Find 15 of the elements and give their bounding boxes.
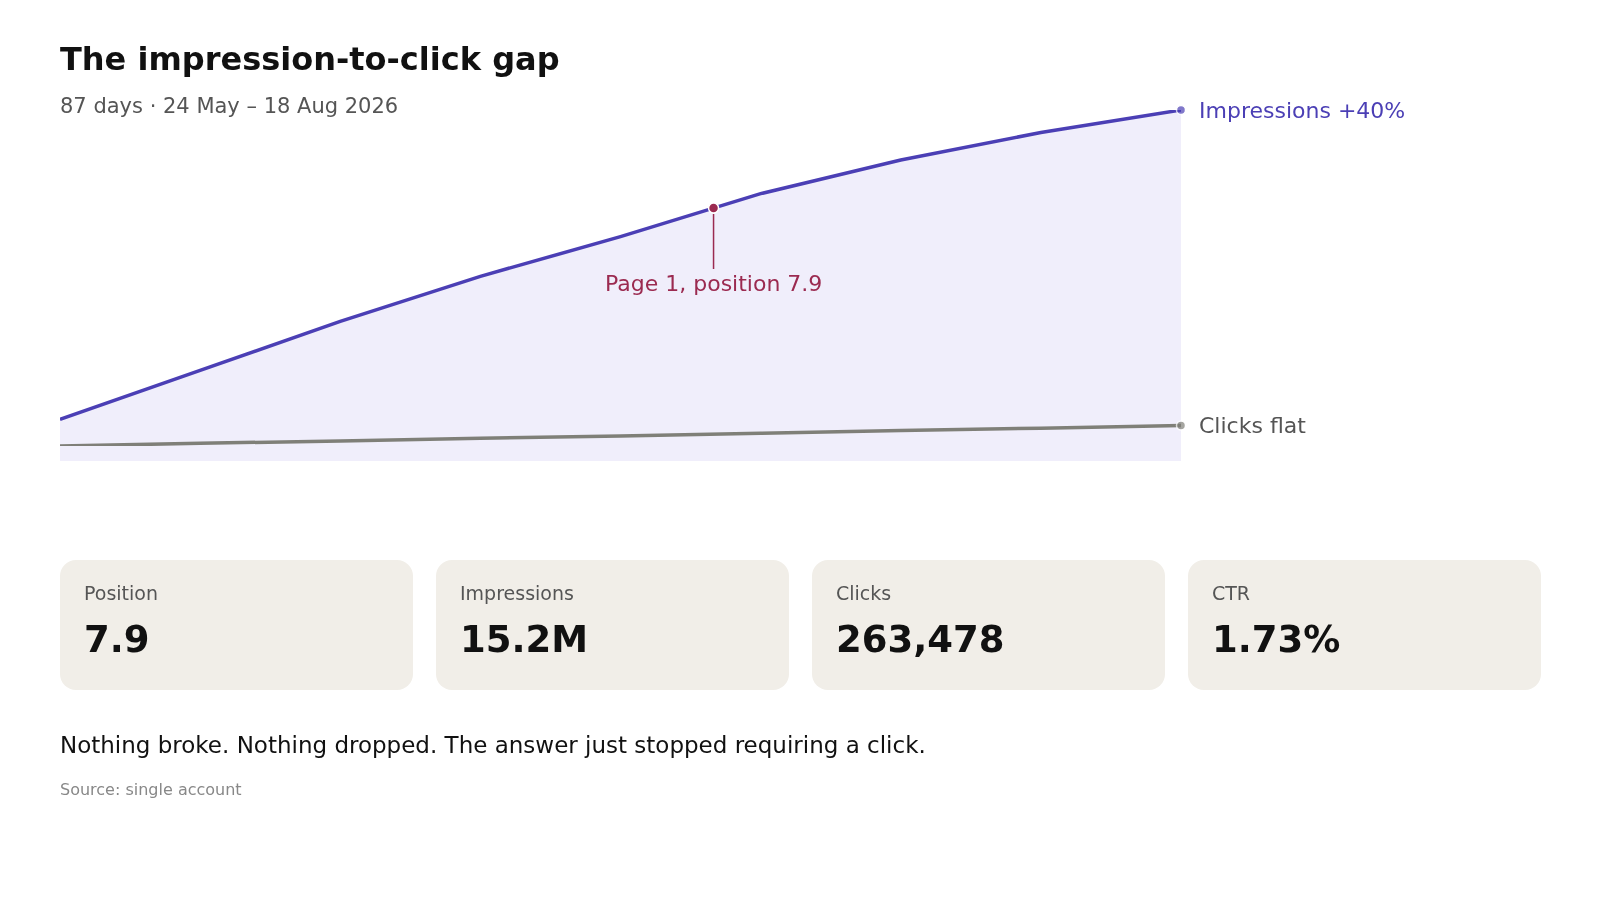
series-label: Impressions +40% (1199, 98, 1406, 123)
category-label: Impressions (460, 582, 575, 604)
annotation: Page 1, position 7.9 (605, 271, 823, 296)
series-label: Clicks flat (1199, 413, 1307, 438)
category-label: Position (84, 582, 159, 604)
text: 7.9 (84, 618, 150, 661)
category-label: CTR (1212, 582, 1252, 604)
source-note: Source: single account (60, 780, 242, 799)
text: Nothing broke. Nothing dropped. The answer just stopped requiring a click. (60, 732, 926, 758)
text: 263,478 (836, 618, 1005, 661)
chart-title: The impression-to-click gap (60, 40, 560, 78)
text: 1.73% (1212, 618, 1341, 661)
chart-subtitle: 87 days · 24 May – 18 Aug 2026 (60, 94, 399, 118)
category-label: Clicks (836, 582, 893, 604)
text: 15.2M (460, 618, 589, 661)
